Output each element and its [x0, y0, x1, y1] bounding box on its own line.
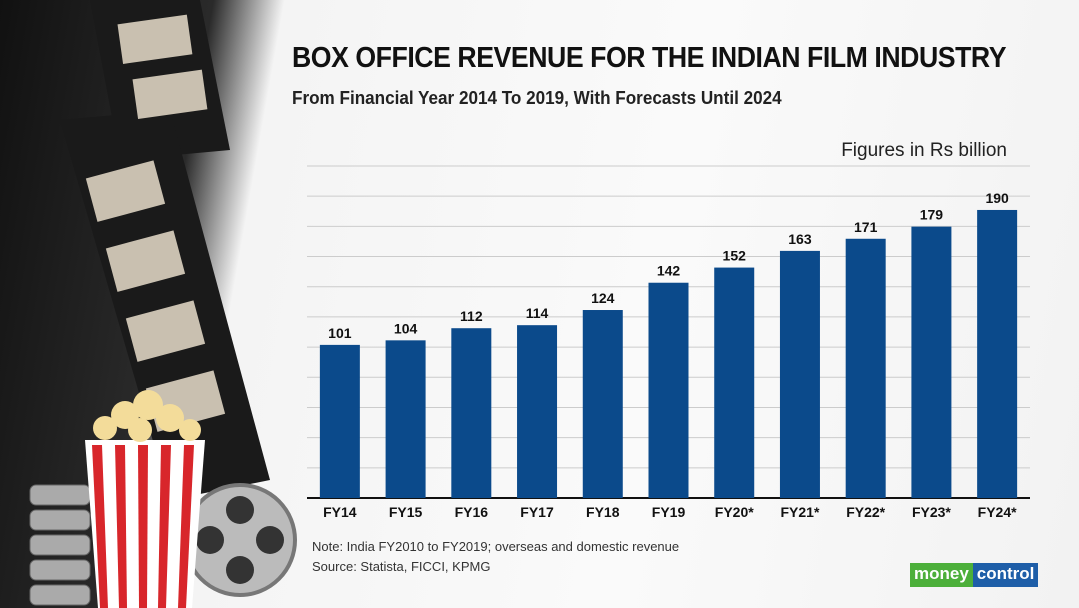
- film-strip-icon: [60, 0, 270, 500]
- chart-title: BOX OFFICE REVENUE FOR THE INDIAN FILM I…: [292, 42, 1007, 74]
- x-tick-label: FY18: [586, 504, 620, 520]
- bar: [451, 328, 492, 498]
- data-label: 104: [394, 320, 418, 336]
- bar: [319, 344, 360, 498]
- x-tick-label: FY22*: [846, 504, 885, 520]
- film-decoration: [29, 0, 297, 608]
- y-unit-label: Figures in Rs billion: [841, 140, 1007, 161]
- data-label: 142: [657, 263, 681, 279]
- data-label: 112: [460, 308, 483, 324]
- data-label: 124: [591, 290, 615, 306]
- data-label: 163: [788, 231, 812, 247]
- data-label: 101: [328, 325, 352, 341]
- footer-source: Source: Statista, FICCI, KPMG: [312, 559, 491, 574]
- x-tick-label: FY19: [652, 504, 686, 520]
- x-tick-label: FY23*: [912, 504, 951, 520]
- data-label: 179: [920, 207, 944, 223]
- data-label: 171: [854, 219, 878, 235]
- data-label: 114: [526, 305, 549, 321]
- bar: [779, 250, 820, 498]
- bar: [714, 267, 755, 498]
- bar: [648, 282, 689, 498]
- x-tick-label: FY21*: [780, 504, 819, 520]
- data-label: 152: [723, 248, 747, 264]
- chart-subtitle: From Financial Year 2014 To 2019, With F…: [292, 88, 782, 108]
- bar: [911, 226, 952, 498]
- x-tick-label: FY17: [520, 504, 554, 520]
- bar: [517, 325, 558, 498]
- bar: [582, 310, 623, 498]
- x-tick-label: FY20*: [715, 504, 754, 520]
- x-tick-label: FY24*: [978, 504, 1017, 520]
- film-reel-icon: [183, 483, 297, 597]
- moneycontrol-logo: money control: [910, 563, 1039, 587]
- bar: [845, 238, 886, 498]
- x-tick-label: FY14: [323, 504, 357, 520]
- popcorn-icon: [85, 390, 205, 608]
- footer-note: Note: India FY2010 to FY2019; overseas a…: [312, 539, 680, 554]
- data-label: 190: [985, 190, 1009, 206]
- bar: [385, 340, 426, 498]
- bar: [977, 209, 1018, 498]
- x-tick-label: FY15: [389, 504, 423, 520]
- coin-stack-icon: [29, 484, 91, 606]
- x-tick-label: FY16: [455, 504, 489, 520]
